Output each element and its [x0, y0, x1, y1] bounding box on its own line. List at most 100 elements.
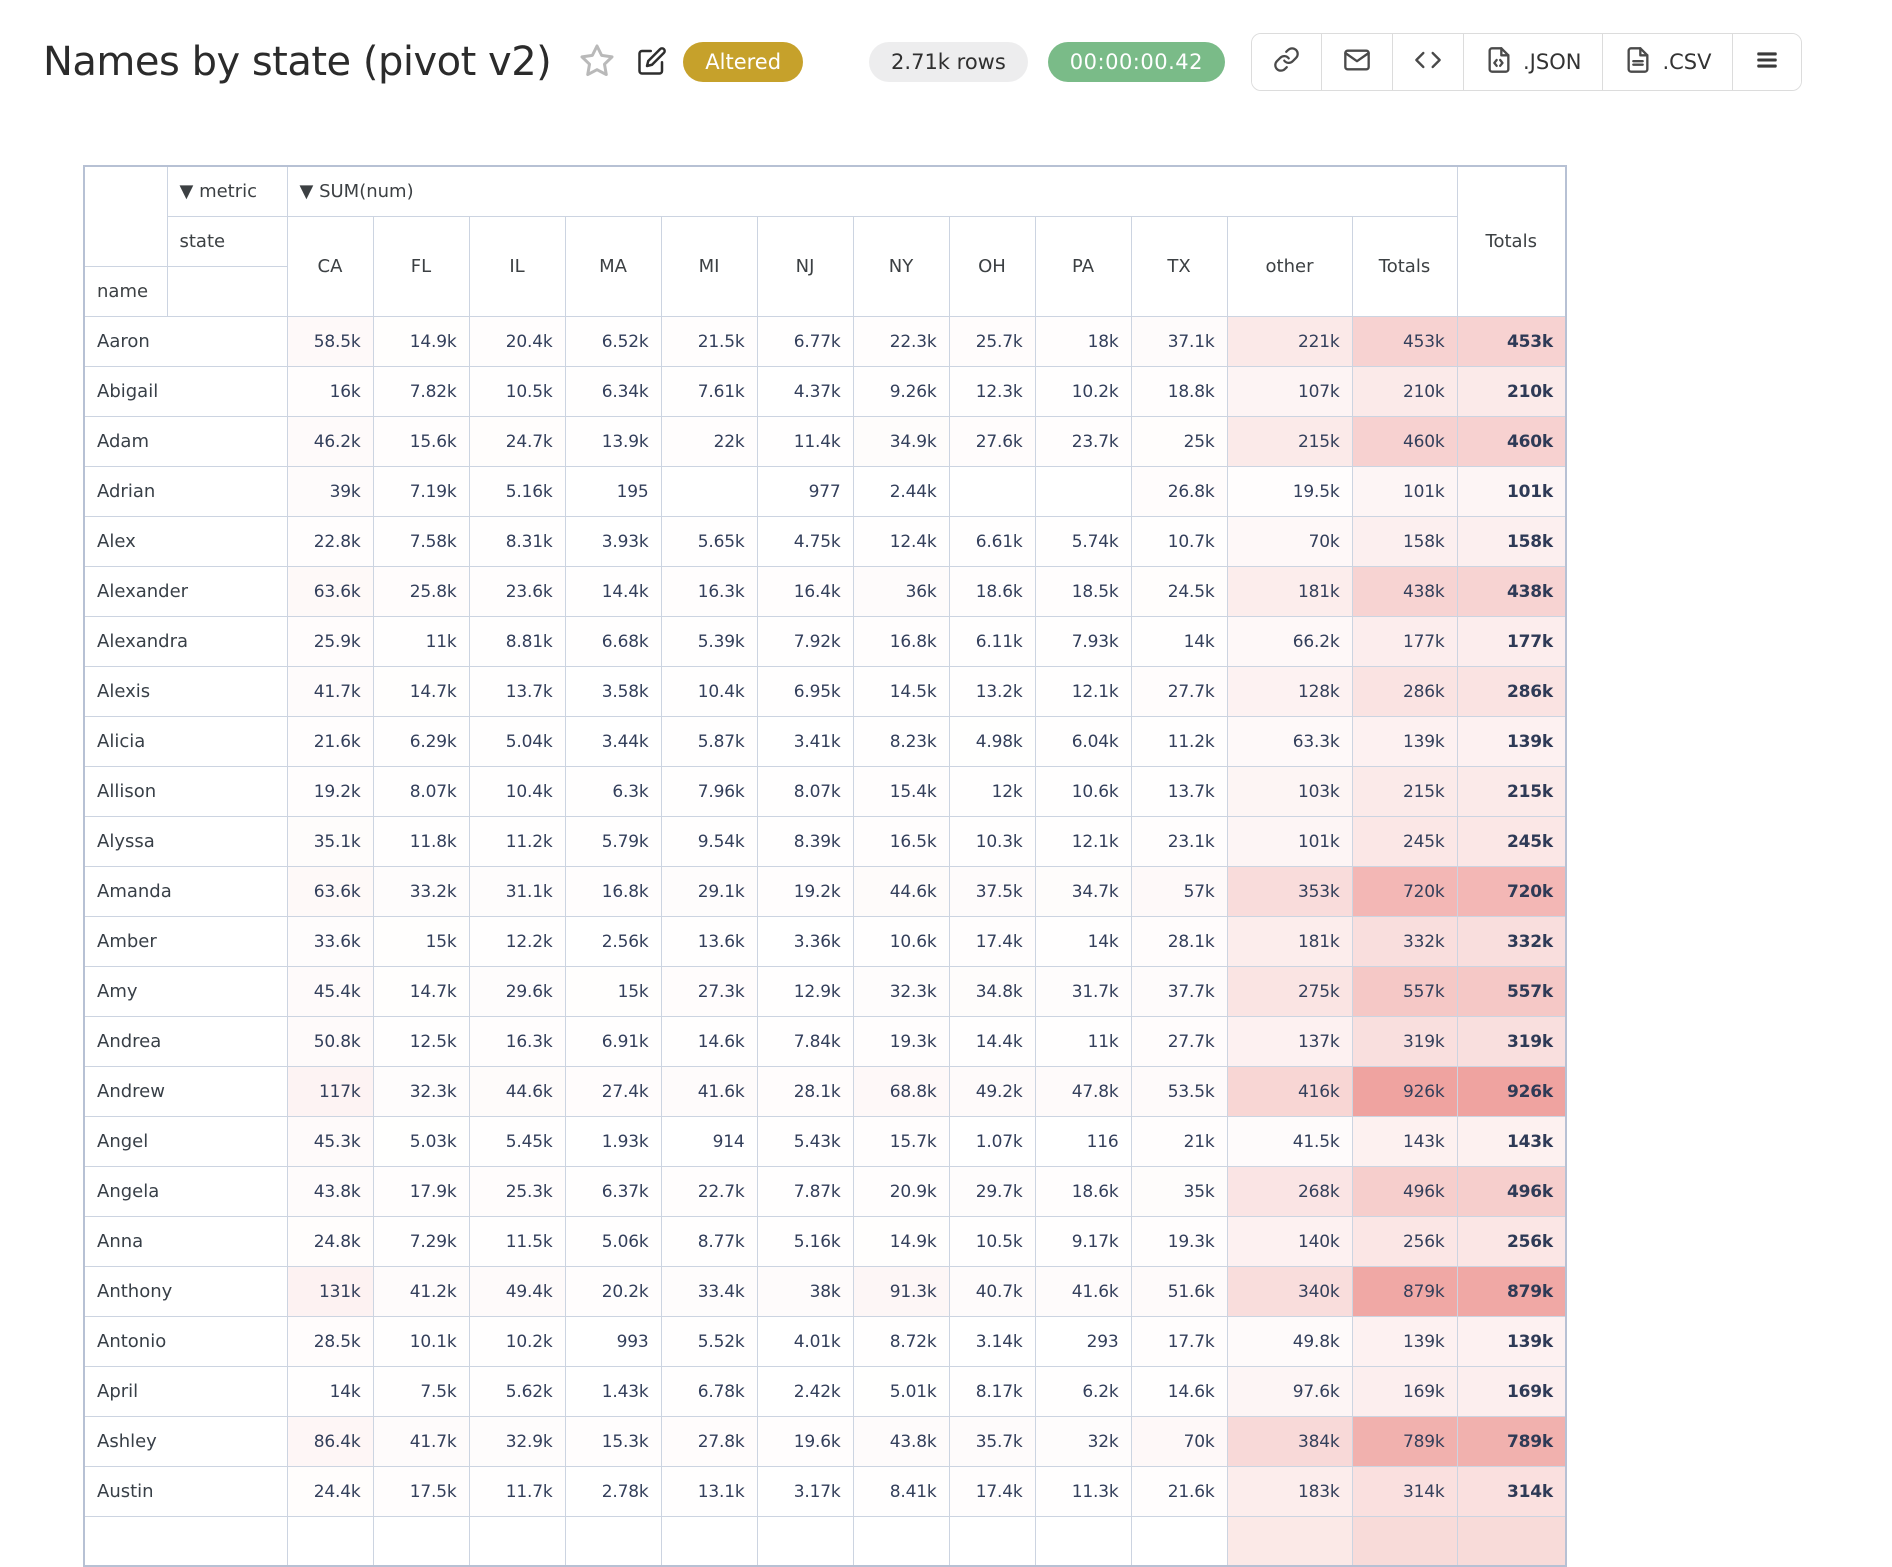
table-row: Andrew 117k 32.3k 44.6k 27.4k 41.6k 28.1k 68.8k… [83, 1066, 1567, 1117]
cell-nj: 7.92k [756, 616, 854, 667]
cell-oh: 29.7k [948, 1166, 1036, 1217]
cell-grand-total: 169k [1456, 1366, 1567, 1417]
json-button-label: .JSON [1523, 50, 1582, 74]
cell-other: 181k [1226, 566, 1353, 617]
cell-grand-total: 143k [1456, 1116, 1567, 1167]
cell-grand-total: 460k [1456, 416, 1567, 467]
cell-ny: 12.4k [852, 516, 950, 567]
cell-ny: 91.3k [852, 1266, 950, 1317]
email-button[interactable] [1321, 34, 1392, 90]
cell-ca: 131k [286, 1266, 374, 1317]
row-name-angela: Angela [83, 1166, 288, 1217]
cell-ny: 34.9k [852, 416, 950, 467]
cell-fl: 12.5k [372, 1016, 470, 1067]
cell-pa: 11.3k [1034, 1466, 1132, 1517]
table-row: Alex 22.8k 7.58k 8.31k 3.93k 5.65k 4.75k 12.4k 6… [83, 516, 1567, 567]
cell-oh: 18.6k [948, 566, 1036, 617]
cell-other: 19.5k [1226, 466, 1353, 517]
cell-il: 5.04k [468, 716, 566, 767]
cell-pa: 18k [1034, 316, 1132, 367]
row-name-aaron: Aaron [83, 316, 288, 367]
cell-pa: 11k [1034, 1016, 1132, 1067]
cell-ny: 19.3k [852, 1016, 950, 1067]
link-icon [1273, 46, 1300, 78]
cell-totals: 789k [1351, 1416, 1458, 1467]
row-name-amanda: Amanda [83, 866, 288, 917]
cell-ma: 6.34k [564, 366, 662, 417]
favorite-button[interactable] [579, 43, 615, 82]
cell-fl: 41.2k [372, 1266, 470, 1317]
copy-link-button[interactable] [1252, 34, 1321, 90]
metric-dropdown[interactable]: ▼ metric [166, 165, 288, 217]
cell-nj: 16.4k [756, 566, 854, 617]
cell-grand-total: 139k [1456, 716, 1567, 767]
pivot-table: ▼ metric ▼ SUM(num) Totals state CA FL IL M… [83, 165, 1567, 1567]
cell-fl: 14.7k [372, 966, 470, 1017]
cell-ny: 32.3k [852, 966, 950, 1017]
edit-pencil-icon [637, 46, 667, 79]
row-name-alexander: Alexander [83, 566, 288, 617]
cell-grand-total: 879k [1456, 1266, 1567, 1317]
table-row: Anthony 131k 41.2k 49.4k 20.2k 33.4k 38k 91.3k 4… [83, 1266, 1567, 1317]
row-name-austin: Austin [83, 1466, 288, 1517]
cell-fl: 15k [372, 916, 470, 967]
cell-ma: 6.91k [564, 1016, 662, 1067]
cell-tx: 28.1k [1130, 916, 1228, 967]
cell-fl: 7.82k [372, 366, 470, 417]
cell-oh: 3.14k [948, 1316, 1036, 1367]
cell-ma: 3.58k [564, 666, 662, 717]
row-name-ashley: Ashley [83, 1416, 288, 1467]
name-dimension-label: name [83, 266, 168, 317]
cell-other: 268k [1226, 1166, 1353, 1217]
cell-partial [1130, 1516, 1228, 1567]
cell-ca: 45.3k [286, 1116, 374, 1167]
cell-nj: 28.1k [756, 1066, 854, 1117]
cell-totals: 926k [1351, 1066, 1458, 1117]
cell-il: 49.4k [468, 1266, 566, 1317]
cell-mi: 10.4k [660, 666, 758, 717]
cell-ny: 16.5k [852, 816, 950, 867]
row-name-anthony: Anthony [83, 1266, 288, 1317]
aggregate-dropdown[interactable]: ▼ SUM(num) [286, 165, 1458, 217]
cell-pa: 12.1k [1034, 666, 1132, 717]
cell-partial [852, 1516, 950, 1567]
download-json-button[interactable]: .JSON [1463, 34, 1603, 90]
cell-tx: 51.6k [1130, 1266, 1228, 1317]
menu-button[interactable] [1732, 34, 1802, 90]
cell-oh: 49.2k [948, 1066, 1036, 1117]
table-row: Allison 19.2k 8.07k 10.4k 6.3k 7.96k 8.07k 15.4… [83, 766, 1567, 817]
table-row: Ashley 86.4k 41.7k 32.9k 15.3k 27.8k 19.6k 43.8… [83, 1416, 1567, 1467]
cell-ny: 20.9k [852, 1166, 950, 1217]
cell-ma: 3.93k [564, 516, 662, 567]
cell-totals: 245k [1351, 816, 1458, 867]
cell-mi: 13.6k [660, 916, 758, 967]
cell-grand-total: 332k [1456, 916, 1567, 967]
page-header: Names by state (pivot v2) Altered 2.71k … [0, 0, 1892, 94]
embed-code-button[interactable] [1392, 34, 1463, 90]
cell-oh: 13.2k [948, 666, 1036, 717]
cell-totals: 177k [1351, 616, 1458, 667]
cell-ca: 43.8k [286, 1166, 374, 1217]
cell-mi: 13.1k [660, 1466, 758, 1517]
cell-ny: 44.6k [852, 866, 950, 917]
row-name-abigail: Abigail [83, 366, 288, 417]
cell-pa: 293 [1034, 1316, 1132, 1367]
cell-ny: 16.8k [852, 616, 950, 667]
row-name-alexis: Alexis [83, 666, 288, 717]
cell-ca: 58.5k [286, 316, 374, 367]
cell-ca: 24.8k [286, 1216, 374, 1267]
cell-nj: 7.87k [756, 1166, 854, 1217]
cell-totals: 496k [1351, 1166, 1458, 1217]
cell-other: 340k [1226, 1266, 1353, 1317]
cell-mi [660, 466, 758, 517]
cell-other: 70k [1226, 516, 1353, 567]
table-row: Andrea 50.8k 12.5k 16.3k 6.91k 14.6k 7.84k 19.3… [83, 1016, 1567, 1067]
cell-tx: 25k [1130, 416, 1228, 467]
cell-ca: 46.2k [286, 416, 374, 467]
cell-tx: 70k [1130, 1416, 1228, 1467]
cell-other: 181k [1226, 916, 1353, 967]
cell-grand-total: 496k [1456, 1166, 1567, 1217]
cell-pa: 12.1k [1034, 816, 1132, 867]
download-csv-button[interactable]: .CSV [1602, 34, 1733, 90]
edit-query-button[interactable] [637, 46, 667, 79]
